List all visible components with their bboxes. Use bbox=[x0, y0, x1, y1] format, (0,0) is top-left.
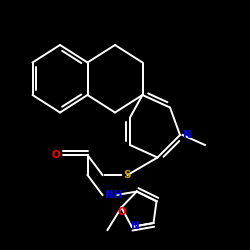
Text: N: N bbox=[183, 130, 192, 140]
Text: O: O bbox=[117, 208, 126, 218]
Text: N: N bbox=[131, 220, 140, 230]
Text: NH: NH bbox=[105, 190, 122, 200]
Text: S: S bbox=[124, 170, 131, 180]
Text: O: O bbox=[52, 150, 60, 160]
